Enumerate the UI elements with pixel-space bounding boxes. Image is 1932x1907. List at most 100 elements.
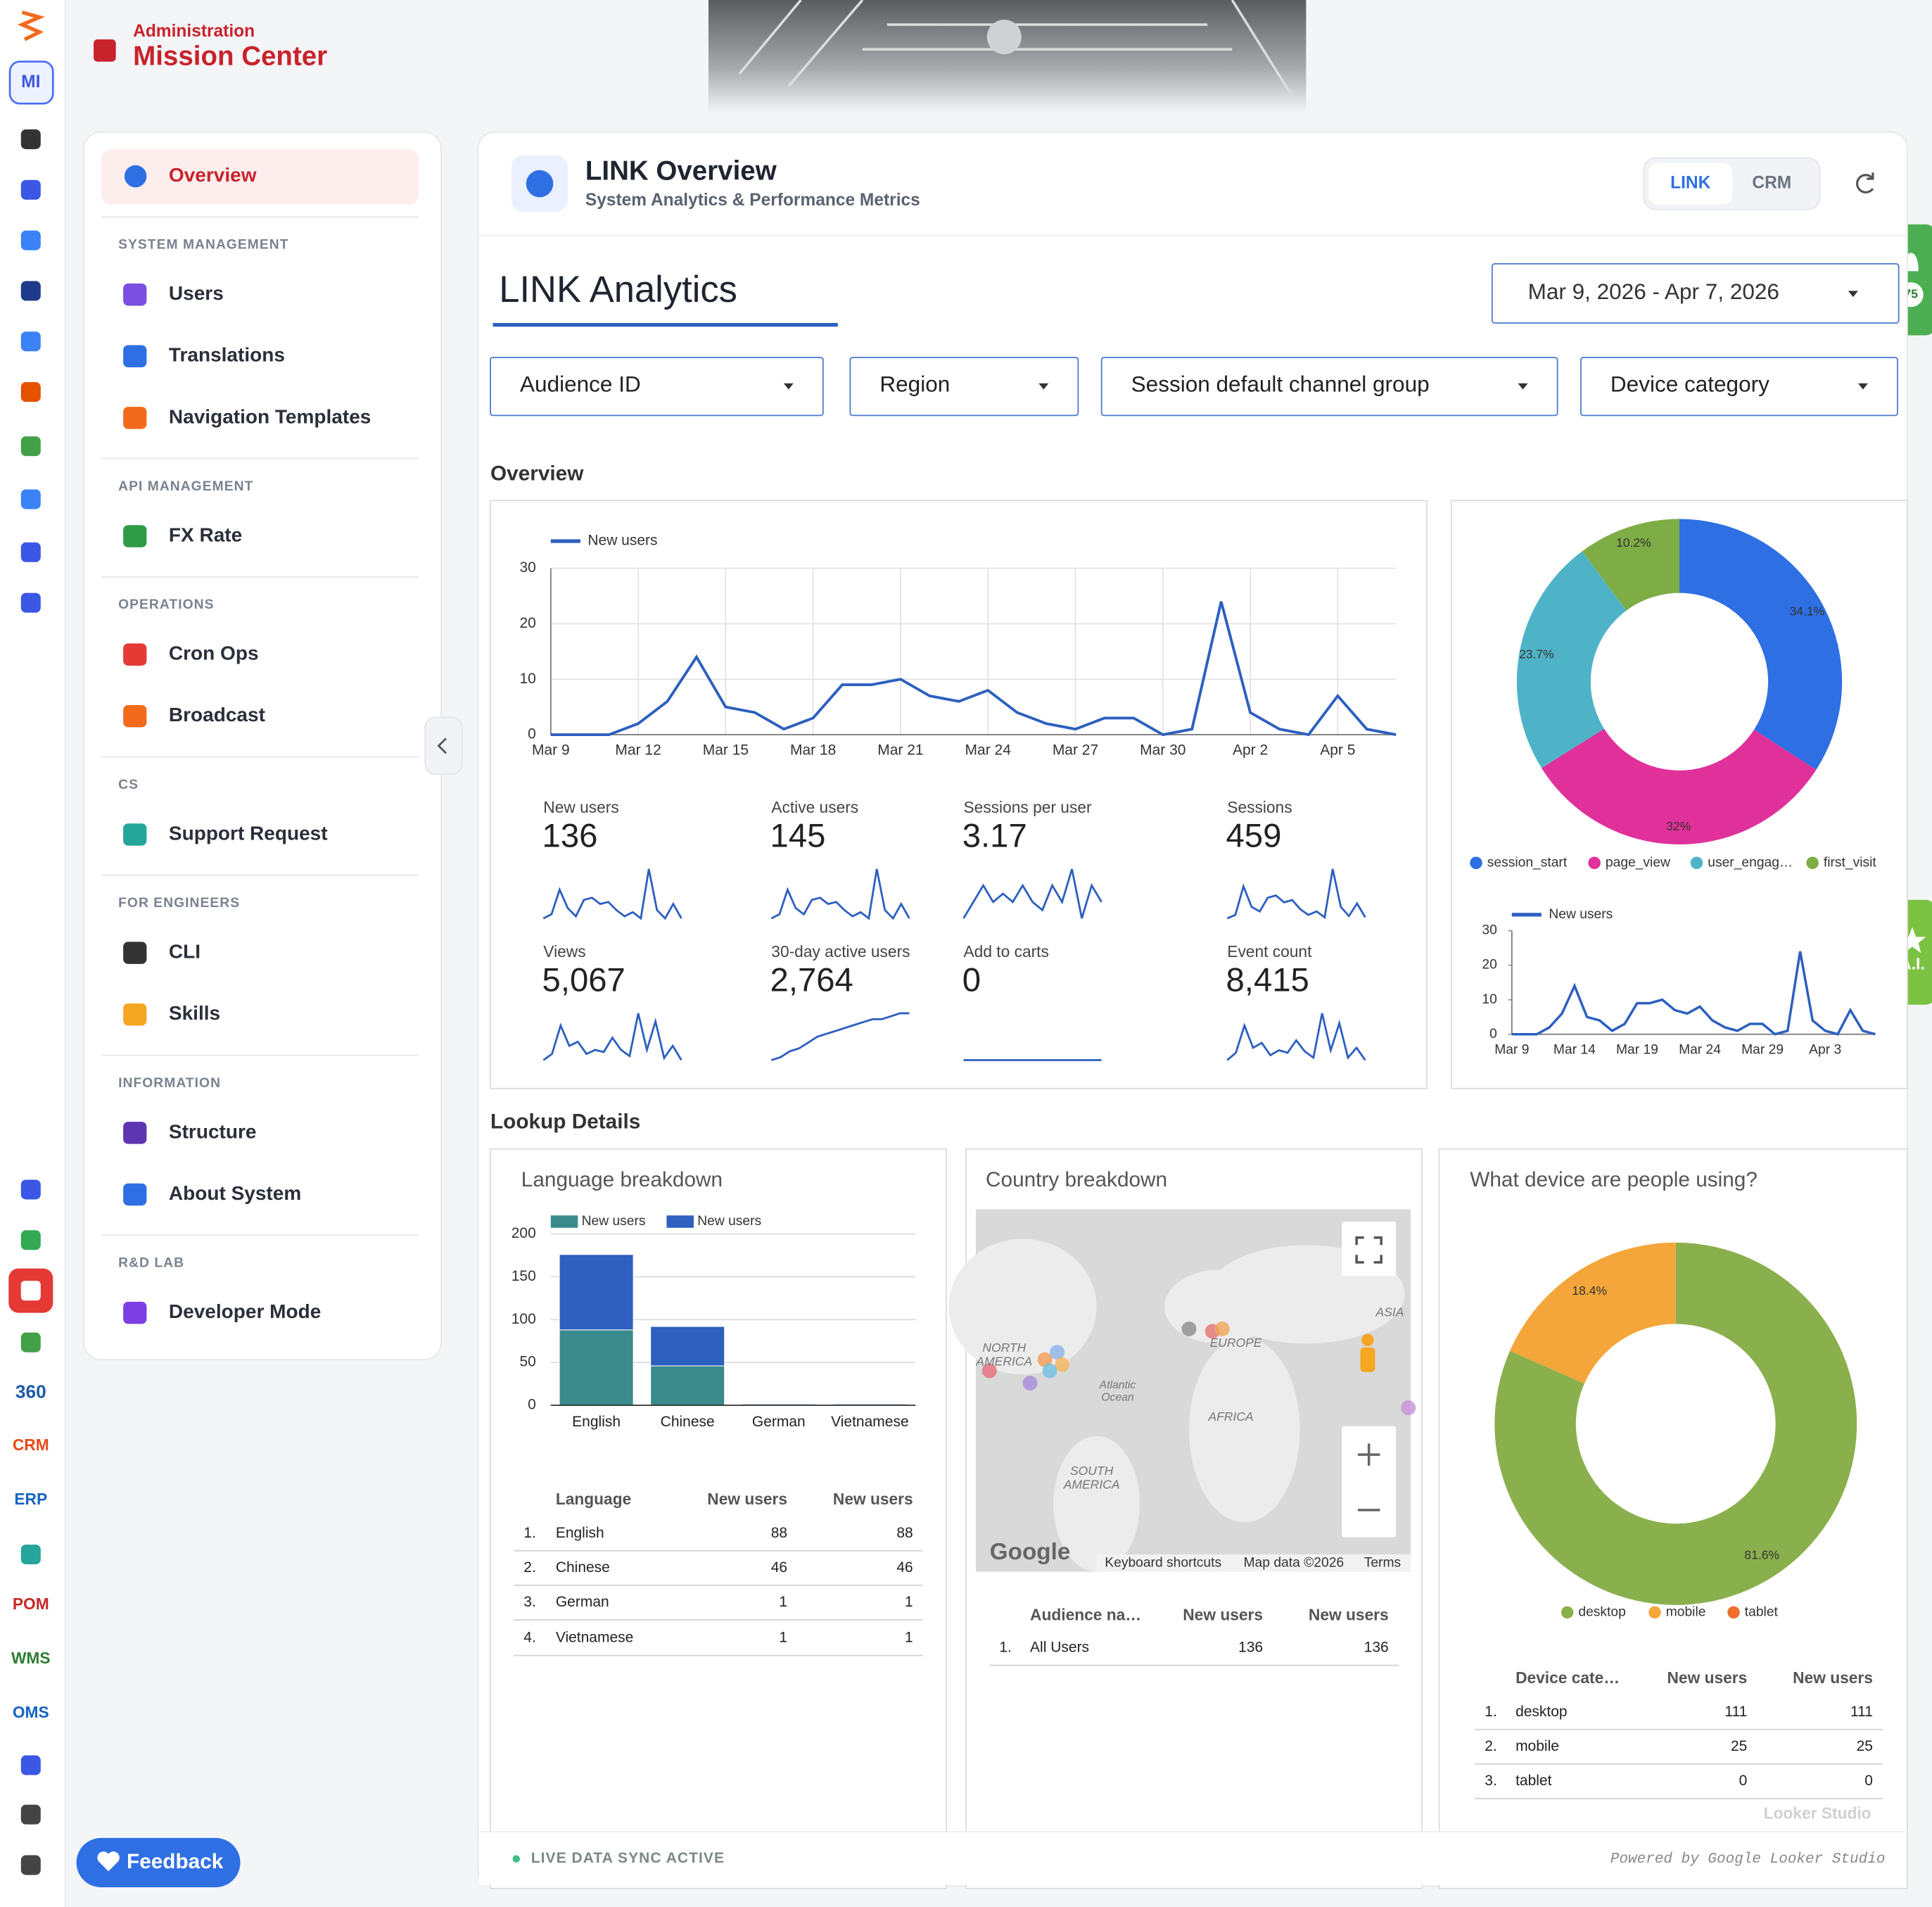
- feedback-button[interactable]: [76, 1837, 241, 1887]
- table-cell: 136: [1238, 1640, 1263, 1656]
- date-picker[interactable]: [1491, 263, 1900, 324]
- nav-item-icon: [123, 705, 147, 728]
- x-tick-label: Mar 15: [703, 742, 749, 758]
- nav-item[interactable]: [101, 1108, 419, 1158]
- section-heading: Overview: [490, 462, 584, 485]
- table-header: New users: [833, 1490, 913, 1508]
- bar: [650, 1326, 725, 1367]
- map-land: [1053, 1436, 1140, 1572]
- rail-logo: [17, 10, 45, 42]
- data-label: 18.4%: [1572, 1284, 1607, 1298]
- x-tick-label: Mar 14: [1553, 1043, 1596, 1058]
- kpi-value: 459: [1226, 818, 1282, 855]
- legend-swatch: [1561, 1606, 1574, 1619]
- rail-icon[interactable]: [20, 1855, 41, 1875]
- map-attribution: Terms: [1364, 1555, 1401, 1570]
- nav-item-label: Broadcast: [169, 704, 265, 726]
- rail-icon[interactable]: [20, 1230, 41, 1250]
- rail-icon[interactable]: [20, 436, 41, 457]
- map-attribution: Keyboard shortcuts: [1105, 1555, 1221, 1570]
- rail-app[interactable]: ERP: [14, 1490, 47, 1508]
- rail-app[interactable]: 360: [15, 1381, 46, 1402]
- rail-icon[interactable]: [20, 1804, 41, 1825]
- rail-icon[interactable]: [20, 542, 41, 562]
- nav-item[interactable]: [101, 928, 419, 977]
- dropdown-arrow: [1038, 383, 1049, 390]
- x-tick-label: Apr 5: [1320, 742, 1355, 758]
- nav-item-icon: [123, 1183, 147, 1206]
- rail-icon[interactable]: [20, 281, 41, 301]
- rail-badge-box[interactable]: [8, 61, 54, 105]
- nav-active[interactable]: [101, 148, 419, 205]
- nav-item-icon: [123, 1003, 147, 1026]
- map-label: AMERICA: [975, 1354, 1032, 1368]
- y-tick-label: 200: [511, 1225, 536, 1241]
- rail-icon[interactable]: [20, 489, 41, 509]
- rail-icon[interactable]: [20, 179, 41, 200]
- map-label: NORTH: [982, 1341, 1026, 1355]
- filter-dropdown[interactable]: [1580, 357, 1898, 417]
- table-header: New users: [1183, 1606, 1263, 1624]
- rail-app[interactable]: OMS: [13, 1703, 49, 1721]
- dropdown-arrow: [1857, 383, 1868, 390]
- legend-label: page_view: [1606, 855, 1670, 870]
- tab-active[interactable]: [1648, 163, 1733, 205]
- pie-slice: [1494, 1242, 1857, 1605]
- nav-item-label: Navigation Templates: [169, 405, 371, 427]
- nav-item[interactable]: [101, 512, 419, 561]
- table-cell: 88: [896, 1525, 913, 1541]
- x-tick-label: English: [572, 1414, 621, 1430]
- map-zoom[interactable]: [1342, 1426, 1397, 1538]
- rail-icon[interactable]: [20, 331, 41, 352]
- map-attribution: Map data ©2026: [1244, 1555, 1345, 1570]
- rail-app[interactable]: POM: [13, 1595, 49, 1613]
- refresh-button[interactable]: [1856, 172, 1874, 194]
- table-cell: 1: [905, 1630, 913, 1646]
- y-tick-label: 150: [511, 1268, 536, 1284]
- map-attribution-bar: [1096, 1554, 1411, 1572]
- rail-app[interactable]: CRM: [13, 1436, 49, 1454]
- map-label: AFRICA: [1207, 1409, 1253, 1424]
- nav-item-icon: [123, 283, 147, 306]
- table-cell: English: [556, 1525, 604, 1541]
- filter-dropdown[interactable]: [1100, 357, 1558, 417]
- map-bubble: [1055, 1357, 1070, 1372]
- feedback-label: Feedback: [127, 1850, 224, 1873]
- rail-icon[interactable]: [20, 230, 41, 251]
- legend-label: New users: [697, 1214, 761, 1229]
- header-photo: [708, 0, 1307, 114]
- x-tick-label: Vietnamese: [831, 1414, 909, 1430]
- rail-icon[interactable]: [20, 129, 41, 149]
- rail-icon[interactable]: [20, 1179, 41, 1200]
- map-fullscreen[interactable]: [1342, 1222, 1397, 1276]
- legend-label: New users: [587, 533, 657, 549]
- rail-icon[interactable]: [20, 1332, 41, 1352]
- section-heading: Lookup Details: [490, 1110, 640, 1134]
- map-label: Atlantic: [1099, 1379, 1136, 1391]
- rail-icon[interactable]: [20, 1544, 41, 1565]
- bar: [650, 1365, 725, 1406]
- kpi-value: 145: [770, 818, 826, 855]
- nav-item[interactable]: [101, 270, 419, 319]
- nav-item[interactable]: [101, 990, 419, 1039]
- nav-item-label: Structure: [169, 1120, 257, 1142]
- pie-slice: [1679, 519, 1843, 770]
- dropdown-arrow: [1848, 291, 1858, 298]
- table-header: Audience na…: [1030, 1606, 1141, 1624]
- rail-app[interactable]: WMS: [11, 1649, 51, 1667]
- rail-icon[interactable]: [20, 382, 41, 403]
- sidebar-collapse[interactable]: [424, 716, 463, 775]
- nav-item-icon: [123, 823, 147, 846]
- map-land: [1188, 1337, 1300, 1523]
- nav-item[interactable]: [101, 630, 419, 679]
- filter-dropdown[interactable]: [490, 357, 824, 417]
- x-tick-label: German: [752, 1414, 806, 1430]
- filter-dropdown[interactable]: [849, 357, 1079, 417]
- pie-slice: [1542, 728, 1817, 844]
- rail-icon[interactable]: [20, 593, 41, 613]
- table-cell: 0: [1739, 1773, 1748, 1789]
- table-cell: German: [556, 1594, 609, 1610]
- rail-icon[interactable]: [20, 1755, 41, 1775]
- map-bubble: [1214, 1321, 1230, 1336]
